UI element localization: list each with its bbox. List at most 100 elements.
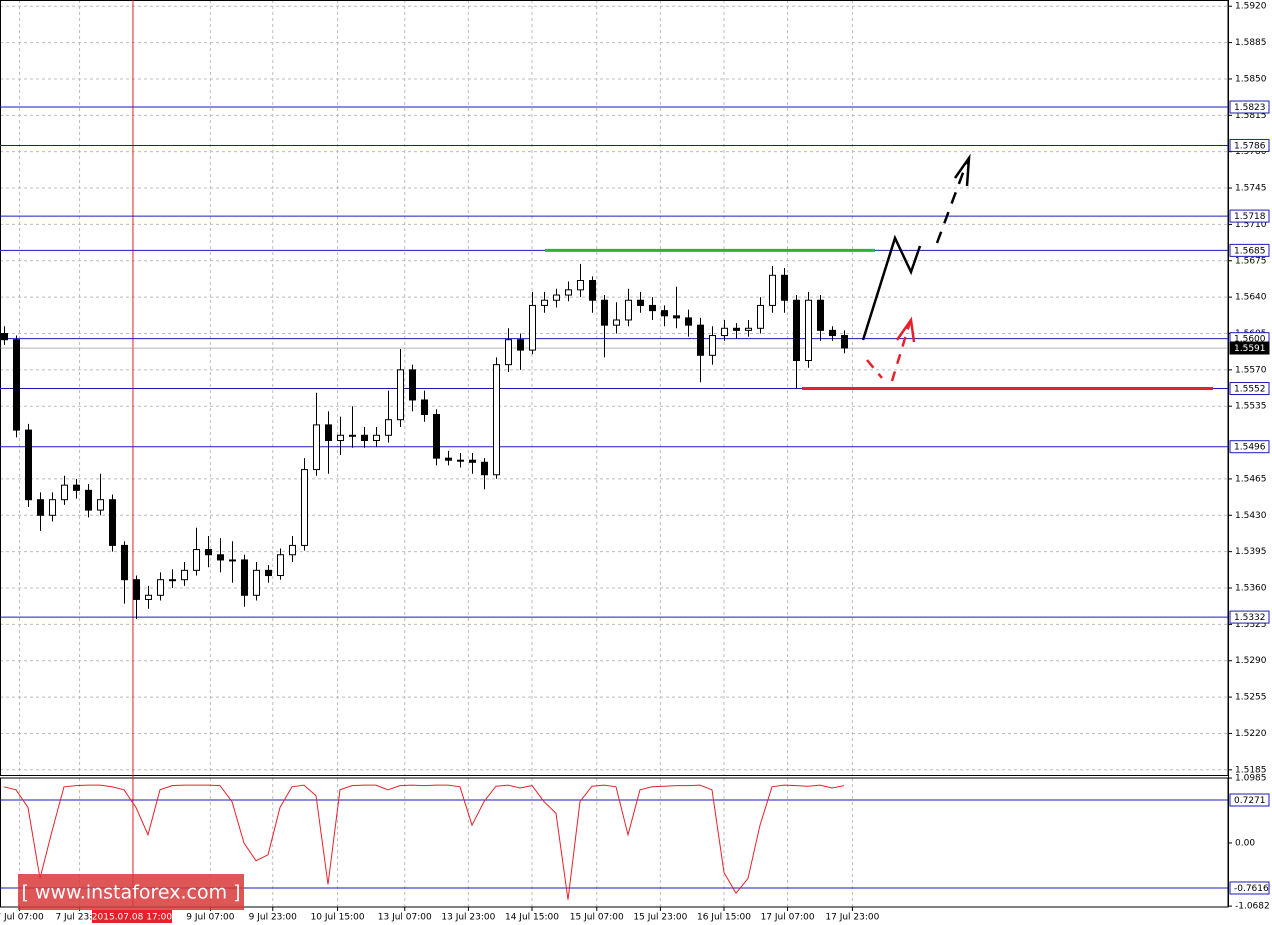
level-label: 1.5685 [1234,246,1266,256]
forecast-arrows [861,153,971,382]
candle-body [745,327,752,331]
y-tick-label: 1.5780 [1235,147,1267,157]
candle-body [73,484,80,491]
y-tick-label: 1.5850 [1235,74,1267,84]
x-tick-label: 13 Jul 07:00 [378,913,432,923]
candle-body [517,339,524,351]
candle-body [409,369,416,401]
candle-body [709,335,716,356]
candle-body [145,594,152,600]
candle-body [253,569,260,596]
candle-body [13,339,20,431]
level-box [1229,138,1270,152]
level-box [1229,341,1270,355]
y-tick-label: 1.5325 [1235,620,1267,630]
level-label: 1.5600 [1234,335,1266,345]
candle-body [373,434,380,441]
alt-path [866,359,883,379]
candle-body [625,299,632,321]
x-tick-label: 14 Jul 15:00 [505,913,559,923]
candle-body [505,339,512,366]
level-label: 1.5823 [1234,103,1266,113]
candle-body [289,544,296,556]
y-tick-label: 1.5360 [1235,584,1267,594]
level-box [1229,100,1270,114]
level-label: 1.5332 [1234,613,1266,623]
candle-body [61,484,68,501]
candle-body [349,434,356,437]
candle-body [97,499,104,511]
x-tick-label: 17 Jul 07:00 [761,913,815,923]
level-label: 0.7271 [1234,796,1266,806]
candle-body [265,569,272,577]
candle-body [433,414,440,459]
candle-body [109,499,116,546]
candle-body [565,289,572,296]
level-box [1229,610,1270,624]
candle-body [637,299,644,306]
y-tick-label: 1.5395 [1235,547,1267,557]
candle-body [301,469,308,546]
candle-body [325,424,332,441]
y-tick-label: 1.5885 [1235,38,1267,48]
x-tick-label: 15 Jul 23:00 [633,913,687,923]
candle-body [37,499,44,516]
candle-body [205,549,212,556]
y-tick-label: 1.5430 [1235,511,1267,521]
y-tick-label: -1.0682 [1235,902,1270,912]
candle-body [613,319,620,326]
candle-body [577,279,584,291]
candle-body [481,461,488,476]
candle-body [721,327,728,337]
y-tick-label: 1.5640 [1235,293,1267,303]
candle-body [385,419,392,436]
candle-body [601,299,608,326]
candle-body [229,559,236,562]
candle-body [445,457,452,461]
level-box [1229,881,1270,895]
y-tick-label: 1.5535 [1235,402,1267,412]
candle-body [85,489,92,511]
candle-body [661,310,668,317]
candle-body [361,434,368,441]
candle-body [337,434,344,441]
x-tick-label: 15 Jul 07:00 [570,913,624,923]
level-box [1229,440,1270,454]
level-label: 1.5552 [1234,385,1266,395]
candle-body [805,299,812,361]
y-tick-label: 1.5920 [1235,2,1267,12]
candle-body [673,315,680,319]
candle-body [313,424,320,471]
level-label: 1.5496 [1234,443,1266,453]
candle-body [829,329,836,337]
y-tick-label: 1.0985 [1235,774,1267,784]
watermark: [ www.instaforex.com ] [21,882,240,904]
y-tick-label: 1.5185 [1235,765,1267,775]
y-tick-label: 1.5570 [1235,365,1267,375]
candle-body [49,499,56,516]
candle-body [841,335,848,349]
y-tick-label: 1.5710 [1235,220,1267,230]
candle-body [457,459,464,462]
candle-body [25,429,32,501]
candle-body [193,549,200,571]
candle-body [733,327,740,331]
x-tick-label: 16 Jul 15:00 [697,913,751,923]
x-tick-label: 7 Jul 23:00 [55,913,104,923]
forecast-path [861,234,922,341]
x-tick-label: 9 Jul 07:00 [186,913,235,923]
y-tick-label: 1.5290 [1235,656,1267,666]
candle-body [817,299,824,331]
candle-body [589,279,596,301]
y-tick-label: 1.5815 [1235,111,1267,121]
candle-body [541,299,548,306]
level-label: 1.5718 [1234,212,1266,222]
level-box [1229,382,1270,396]
x-tick-label: 7 Jul 07:00 [0,913,44,923]
candle-body [493,364,500,476]
candle-body [553,294,560,301]
watermark-bg [18,874,244,910]
crosshair-label: 2015.07.08 17:00 [92,913,173,923]
